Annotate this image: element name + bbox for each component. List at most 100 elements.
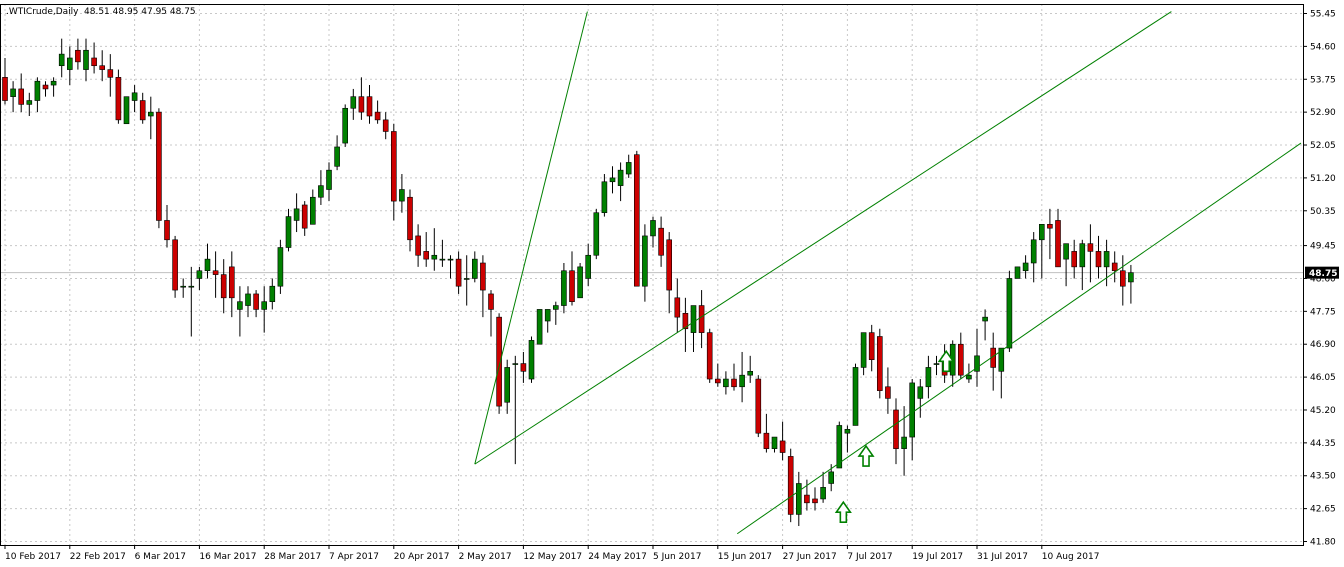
candle	[293, 193, 300, 233]
candle-body	[196, 270, 203, 279]
candle	[26, 92, 33, 117]
candle-body	[463, 278, 470, 280]
channel-lines	[474, 11, 1302, 535]
candle-body	[455, 258, 462, 287]
x-tick-label: 10 Feb 2017	[5, 552, 61, 562]
candle-body	[1128, 272, 1134, 283]
candle-body	[528, 340, 535, 380]
candle-body	[812, 498, 818, 504]
candle	[820, 471, 826, 503]
candle	[229, 251, 235, 318]
candle-body	[1006, 278, 1013, 349]
candle	[593, 208, 600, 260]
buy-arrow	[834, 500, 852, 523]
candle-body	[617, 169, 624, 186]
candle	[423, 232, 430, 267]
candle	[706, 328, 713, 383]
candle-body	[860, 332, 867, 368]
candle	[180, 278, 186, 298]
candle-body	[180, 285, 186, 288]
candle-body	[423, 251, 430, 260]
candle	[674, 278, 681, 333]
y-tick-label: 47.75	[1310, 307, 1336, 317]
candle-body	[771, 436, 778, 449]
y-tick-label: 46.05	[1310, 373, 1336, 383]
candle	[471, 251, 478, 283]
candle-body	[650, 220, 656, 237]
candle	[431, 228, 438, 271]
candle-body	[1111, 262, 1118, 272]
candle-body	[10, 88, 16, 97]
candle-body	[1071, 251, 1077, 268]
candle	[666, 232, 673, 314]
candle-body	[690, 305, 697, 333]
candle	[747, 355, 754, 383]
candle-body	[520, 363, 527, 372]
candle	[366, 85, 373, 124]
candle	[204, 243, 211, 279]
candle	[1055, 208, 1061, 268]
candle	[1030, 232, 1037, 283]
candle-body	[804, 494, 810, 504]
candle	[115, 69, 122, 124]
y-tick-label: 45.20	[1310, 406, 1336, 416]
candle	[326, 162, 332, 202]
candle-body	[1063, 243, 1069, 260]
candle-body	[852, 367, 859, 426]
candle-body	[471, 258, 478, 279]
candle-body	[382, 119, 389, 132]
candle	[455, 251, 462, 294]
candle	[139, 92, 146, 124]
candle	[83, 38, 89, 82]
candle	[447, 255, 454, 279]
y-tick-label: 54.60	[1310, 42, 1336, 52]
y-tick-label: 44.35	[1310, 439, 1336, 449]
candle	[731, 363, 737, 391]
candle	[739, 351, 745, 403]
candle-body	[50, 80, 57, 86]
candle-body	[876, 336, 883, 391]
candle	[763, 413, 770, 453]
candle	[625, 154, 632, 178]
candle-body	[245, 293, 251, 306]
candle-body	[374, 111, 381, 121]
candle-body	[1047, 224, 1053, 229]
candle	[196, 266, 203, 291]
candle-body	[83, 49, 89, 70]
candle-body	[1079, 243, 1086, 268]
candle	[269, 278, 276, 310]
candle	[812, 487, 818, 511]
candle-body	[633, 154, 640, 287]
candle-body	[293, 208, 300, 221]
candle	[723, 371, 729, 395]
candle-body	[1120, 270, 1126, 287]
candle	[601, 174, 608, 217]
candle-body	[820, 487, 826, 500]
candle-body	[763, 432, 770, 449]
symbol-label: .WTICrude,Daily	[6, 7, 79, 17]
time-axis: 10 Feb 2017 22 Feb 2017 6 Mar 2017 16 Mar 2…	[4, 545, 1099, 562]
candle-body	[982, 316, 988, 322]
candle	[658, 216, 664, 267]
candle-body	[504, 367, 511, 403]
y-tick-label: 48.60	[1310, 274, 1336, 284]
candle	[982, 309, 988, 341]
candle-body	[488, 293, 494, 310]
x-tick-label: 24 May 2017	[588, 552, 647, 562]
candle-body	[642, 235, 648, 287]
candle	[2, 57, 8, 105]
candle-body	[885, 386, 891, 399]
candle-body	[1095, 251, 1102, 268]
x-tick-label: 28 Mar 2017	[264, 552, 321, 562]
candle-body	[326, 169, 332, 190]
x-tick-label: 31 Jul 2017	[977, 552, 1028, 562]
candle-body	[431, 254, 438, 260]
candle-body	[172, 239, 178, 291]
candle-body	[75, 49, 81, 63]
candle	[876, 328, 883, 399]
candle-body	[358, 96, 365, 113]
candle	[893, 398, 899, 465]
x-tick-label: 19 Jul 2017	[912, 552, 963, 562]
candle	[1079, 239, 1086, 291]
